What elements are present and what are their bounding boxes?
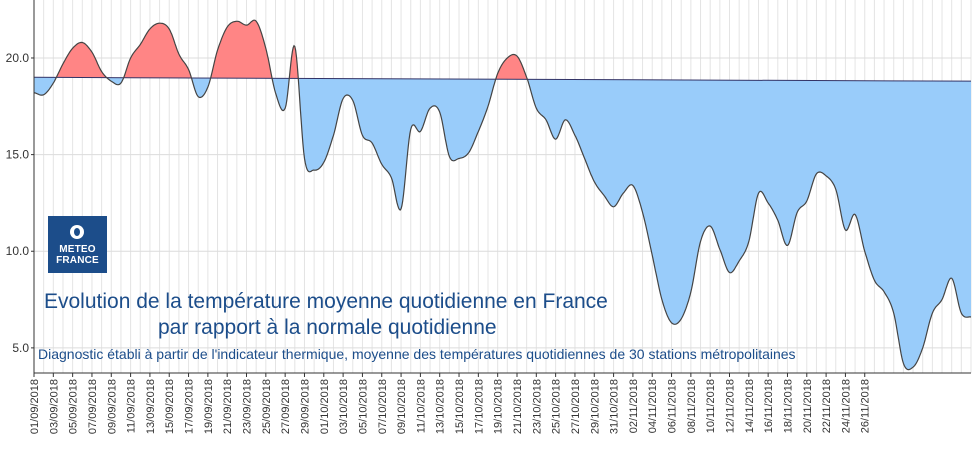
x-tick-label: 06/11/2018 [667, 379, 679, 433]
x-tick-label: 23/10/2018 [531, 379, 543, 434]
x-tick-label: 17/10/2018 [473, 379, 485, 434]
meteo-france-logo: METEO FRANCE [48, 216, 107, 273]
x-tick-label: 13/09/2018 [145, 379, 157, 434]
x-tick-label: 29/10/2018 [589, 379, 601, 434]
y-tick-label: 5.0 [12, 341, 29, 355]
x-tick-label: 15/10/2018 [454, 379, 466, 434]
x-tick-label: 31/10/2018 [609, 379, 621, 434]
x-tick-label: 01/10/2018 [319, 379, 331, 434]
chart-title-line2: par rapport à la normale quotidienne [158, 316, 497, 339]
y-tick-label: 10.0 [6, 244, 30, 258]
anomaly-below-area [34, 77, 57, 96]
x-tick-label: 25/10/2018 [551, 379, 563, 434]
x-tick-label: 17/09/2018 [184, 379, 196, 434]
x-tick-label: 14/11/2018 [744, 379, 756, 433]
x-tick-label: 24/11/2018 [840, 379, 852, 433]
y-tick-label: 15.0 [6, 148, 30, 162]
x-tick-label: 19/09/2018 [203, 379, 215, 434]
x-tick-label: 29/09/2018 [299, 379, 311, 434]
logo-line1: METEO [59, 244, 96, 255]
x-tick-label: 27/10/2018 [570, 379, 582, 434]
x-tick-label: 09/09/2018 [106, 379, 118, 434]
x-tick-label: 11/09/2018 [126, 379, 138, 433]
x-tick-label: 16/11/2018 [763, 379, 775, 433]
y-tick-label: 20.0 [6, 51, 30, 65]
x-tick-label: 03/10/2018 [338, 379, 350, 434]
anomaly-above-area [123, 23, 192, 78]
x-tick-label: 18/11/2018 [782, 379, 794, 433]
x-tick-label: 23/09/2018 [242, 379, 254, 434]
x-tick-label: 09/10/2018 [396, 379, 408, 434]
x-tick-label: 05/09/2018 [68, 379, 80, 434]
x-tick-label: 07/09/2018 [87, 379, 99, 434]
x-tick-label: 21/09/2018 [222, 379, 234, 434]
x-tick-label: 04/11/2018 [647, 379, 659, 433]
x-tick-label: 25/09/2018 [261, 379, 273, 434]
x-tick-label: 22/11/2018 [821, 379, 833, 433]
x-tick-label: 03/09/2018 [48, 379, 60, 434]
x-tick-label: 20/11/2018 [802, 379, 814, 433]
meteo-logo-icon [70, 225, 84, 239]
chart-subtitle: Diagnostic établi à partir de l'indicate… [38, 346, 796, 362]
normal-line [33, 76, 972, 82]
anomaly-above-area [56, 42, 107, 78]
x-tick-label: 26/11/2018 [860, 379, 872, 433]
temperature-line [33, 19, 972, 371]
anomaly-below-area [106, 77, 124, 85]
x-tick-label: 13/10/2018 [435, 379, 447, 434]
x-tick-label: 19/10/2018 [493, 379, 505, 434]
anomaly-above-area [210, 20, 272, 79]
chart-title: Evolution de la température moyenne quot… [44, 290, 608, 313]
x-tick-label: 27/09/2018 [280, 379, 292, 434]
x-tick-label: 08/11/2018 [686, 379, 698, 433]
anomaly-below-area [298, 78, 496, 211]
x-tick-label: 21/10/2018 [512, 379, 524, 434]
x-tick-label: 15/09/2018 [164, 379, 176, 434]
anomaly-below-area [272, 78, 290, 111]
x-tick-label: 02/11/2018 [628, 379, 640, 433]
anomaly-below-area [527, 79, 971, 370]
x-tick-label: 12/11/2018 [725, 379, 737, 433]
x-tick-label: 10/11/2018 [705, 379, 717, 433]
x-tick-label: 07/10/2018 [377, 379, 389, 434]
x-tick-label: 11/10/2018 [415, 379, 427, 433]
x-tick-label: 01/09/2018 [29, 379, 41, 434]
logo-line2: FRANCE [56, 255, 99, 266]
x-tick-label: 05/10/2018 [357, 379, 369, 434]
